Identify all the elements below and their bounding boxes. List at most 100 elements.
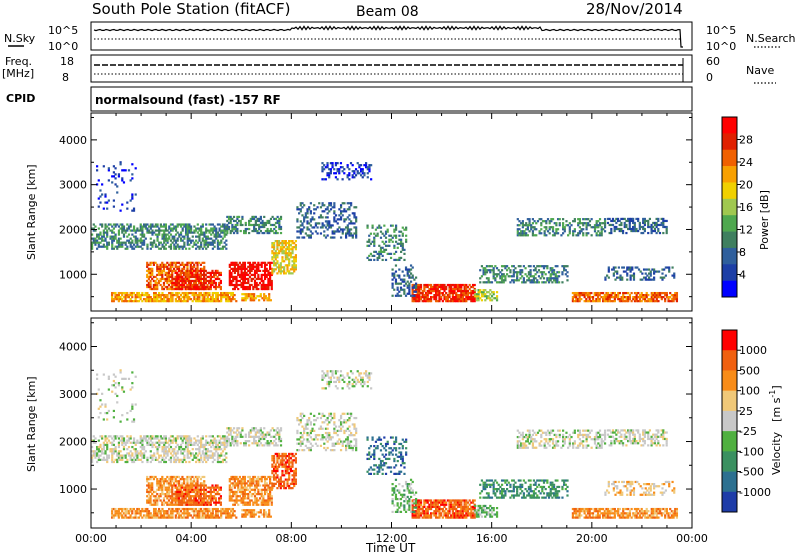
velocity-cell	[186, 490, 189, 494]
power-cell	[585, 228, 588, 231]
power-cell	[494, 273, 497, 276]
power-cell	[321, 222, 324, 225]
velocity-cell	[156, 482, 159, 485]
power-cell	[242, 285, 245, 289]
power-cell	[640, 291, 643, 295]
power-cell	[124, 296, 127, 299]
power-cell	[440, 285, 443, 289]
velocity-cell	[129, 458, 132, 461]
velocity-cell	[186, 456, 189, 459]
power-cell	[426, 293, 429, 297]
power-cell	[248, 221, 251, 225]
power-cell	[194, 271, 197, 275]
power-cell	[146, 273, 149, 277]
power-cell	[111, 225, 114, 228]
power-cell	[419, 287, 423, 291]
velocity-cell	[225, 460, 228, 464]
power-cell	[176, 285, 179, 289]
power-cell	[121, 179, 124, 182]
power-cell	[585, 293, 588, 297]
power-cell	[366, 176, 369, 179]
power-cell	[600, 230, 603, 233]
velocity-cell	[132, 439, 136, 442]
power-cell	[124, 243, 127, 246]
power-cell	[112, 291, 115, 295]
power-cell	[243, 287, 247, 291]
velocity-cell	[149, 435, 152, 438]
power-cell	[533, 228, 536, 231]
power-cell	[243, 285, 247, 289]
power-cell	[598, 218, 602, 221]
power-cell	[203, 265, 206, 268]
power-cell	[162, 281, 166, 285]
power-cell	[248, 263, 252, 266]
power-cell	[583, 291, 586, 295]
power-cell	[585, 218, 588, 221]
power-cell	[200, 229, 203, 232]
velocity-cell	[216, 460, 220, 464]
velocity-cell	[151, 443, 154, 447]
velocity-cell	[186, 499, 189, 502]
power-cell	[228, 279, 231, 283]
power-cell	[401, 270, 404, 273]
power-cell	[216, 241, 220, 244]
power-cell	[635, 217, 638, 221]
power-cell	[177, 281, 181, 285]
velocity-cell	[186, 488, 189, 491]
velocity-cell	[96, 452, 99, 455]
power-cell	[144, 293, 147, 297]
power-cell	[640, 231, 643, 235]
power-cell	[223, 293, 226, 297]
power-cell	[174, 261, 177, 264]
power-cell	[289, 254, 292, 257]
power-cell	[522, 265, 525, 268]
power-cell	[283, 240, 286, 243]
power-cell	[270, 285, 273, 289]
power-cell	[329, 204, 333, 207]
velocity-cell	[189, 488, 192, 491]
power-cell	[359, 170, 363, 173]
power-cell	[141, 241, 144, 244]
power-cell	[198, 229, 201, 232]
power-cell	[655, 298, 658, 301]
power-cell	[149, 243, 152, 246]
power-cell	[196, 267, 199, 270]
power-cell	[154, 285, 157, 289]
power-cell	[278, 217, 281, 221]
velocity-cell	[112, 450, 116, 453]
power-cell	[253, 225, 256, 229]
power-cell	[171, 273, 174, 277]
velocity-cell	[121, 454, 124, 457]
power-cell	[141, 300, 144, 303]
power-cell	[159, 269, 162, 273]
velocity-cell	[106, 456, 109, 459]
power-cell	[206, 235, 209, 238]
power-cell	[504, 275, 507, 278]
power-cell	[184, 287, 187, 291]
velocity-cell	[114, 448, 117, 451]
power-cell	[346, 224, 349, 227]
power-cell	[617, 296, 620, 299]
power-cell	[139, 227, 142, 230]
power-cell	[484, 273, 487, 276]
power-cell	[343, 208, 346, 211]
power-cell	[288, 262, 291, 265]
velocity-cell	[159, 492, 162, 496]
power-cell	[373, 258, 376, 262]
power-cell	[279, 225, 283, 229]
velocity-cell	[171, 497, 174, 500]
power-cell	[204, 273, 207, 277]
power-cell	[299, 210, 302, 213]
power-cell	[162, 267, 166, 270]
power-cell	[131, 296, 134, 299]
power-cell	[174, 285, 177, 289]
power-cell	[102, 233, 105, 236]
power-cell	[321, 224, 324, 227]
velocity-cell	[205, 456, 208, 459]
power-cell	[117, 237, 121, 240]
power-cell	[213, 291, 216, 295]
power-cell	[619, 274, 622, 277]
power-cell	[536, 271, 539, 274]
velocity-cell	[203, 448, 206, 451]
power-cell	[228, 283, 231, 287]
